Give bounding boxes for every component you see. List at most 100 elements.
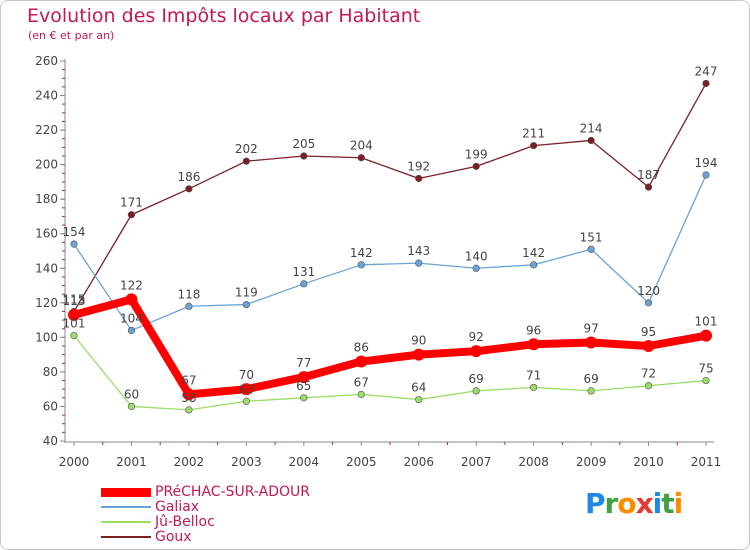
y-tick-label: 120 [35,296,58,310]
data-label-pr-chac-sur-adour: 101 [695,315,718,329]
data-label-pr-chac-sur-adour: 70 [239,368,254,382]
data-point-pr-chac-sur-adour [700,329,712,342]
axes: 40 60 80 100 120 140 160 180 200 220 240 260 2000 200… [35,54,721,469]
data-point-galiax [587,245,595,253]
data-point-pr-chac-sur-adour [68,308,80,321]
data-point-goux [472,162,480,170]
data-point-galiax [415,259,423,267]
logo-letter: i [673,487,684,520]
y-tick-label: 60 [43,399,58,413]
data-label-pr-chac-sur-adour: 67 [181,373,196,387]
legend-swatch [101,487,151,497]
data-label-goux: 202 [235,142,258,156]
series-line-goux [73,82,707,313]
data-point-galiax [472,264,480,272]
data-point-goux [185,185,193,193]
data-point-pr-chac-sur-adour [642,340,655,352]
data-label-pr-chac-sur-adour: 113 [63,294,86,308]
data-point-galiax [644,299,653,307]
data-point-goux [415,174,423,183]
chart-title: Evolution des Impôts locaux par Habitant [27,5,421,27]
data-label-j-belloc: 69 [469,372,484,386]
data-point-pr-chac-sur-adour [470,345,483,358]
data-label-pr-chac-sur-adour: 86 [354,341,369,355]
logo-letter: r [604,487,619,520]
x-tick-label: 2007 [461,455,492,469]
data-point-j-belloc [185,406,193,414]
data-label-pr-chac-sur-adour: 97 [583,322,598,336]
x-tick-label: 2008 [518,455,549,469]
y-tick-label: 100 [35,330,58,344]
y-tick-label: 220 [35,123,58,137]
data-point-goux [242,157,250,165]
logo-letter: P [585,487,606,520]
data-point-pr-chac-sur-adour [182,388,195,401]
data-label-goux: 186 [177,170,200,184]
data-point-galiax [300,280,308,288]
data-label-goux: 187 [637,168,660,182]
data-labels-layer: 115 171 186 202 205 204 192 199 211 214 187 247 154 1… [63,64,718,404]
series-line-j-belloc [73,334,707,411]
data-point-j-belloc [530,383,538,392]
series-line-pr-chac-sur-adour [70,295,710,399]
data-label-galiax: 143 [407,244,430,258]
proxiti-logo: Proxiti [585,487,684,520]
x-tick-label: 2006 [403,455,434,469]
x-tick-label: 2011 [691,455,722,469]
data-point-goux [702,79,710,88]
data-label-j-belloc: 63 [239,382,254,396]
data-point-galiax [70,240,78,248]
data-label-galiax: 118 [177,287,200,301]
logo-letter: i [652,487,663,520]
data-label-galiax: 120 [637,284,660,298]
data-point-j-belloc [644,382,653,390]
data-point-galiax [242,300,250,309]
data-label-j-belloc: 67 [354,375,369,389]
data-label-j-belloc: 64 [411,381,426,395]
data-point-goux [300,152,308,160]
data-label-j-belloc: 58 [181,391,196,405]
chart-subtitle: (en € et par an) [28,29,115,42]
y-tick-label: 240 [35,89,58,103]
data-point-pr-chac-sur-adour [125,293,138,306]
data-label-galiax: 194 [695,156,718,170]
logo-letter: x [635,487,654,520]
data-point-j-belloc [70,332,78,340]
data-point-pr-chac-sur-adour [412,348,425,361]
data-point-pr-chac-sur-adour [355,355,368,368]
x-tick-label: 2002 [174,455,205,469]
data-point-goux [127,211,136,219]
legend-label: Goux [155,529,192,545]
data-point-pr-chac-sur-adour [297,371,310,384]
data-point-j-belloc [472,387,480,395]
data-label-goux: 199 [465,147,488,161]
data-label-pr-chac-sur-adour: 95 [641,325,656,339]
logo-letter: o [617,487,636,520]
data-point-goux [644,183,653,191]
data-point-goux [357,154,365,162]
data-label-pr-chac-sur-adour: 92 [469,330,484,344]
x-tick-label: 2001 [116,455,147,469]
x-tick-label: 2005 [346,455,377,469]
y-tick-label: 80 [43,365,58,379]
y-tick-label: 40 [43,434,58,448]
data-label-goux: 171 [120,196,143,210]
data-label-goux: 247 [695,64,718,78]
data-point-galiax [357,261,365,269]
data-label-galiax: 142 [350,246,373,260]
data-label-goux: 115 [63,292,86,306]
data-point-goux [587,136,595,145]
x-tick-label: 2004 [289,455,320,469]
data-point-j-belloc [702,376,710,385]
y-tick-label: 200 [35,158,58,172]
x-tick-label: 2009 [576,455,607,469]
data-label-galiax: 142 [522,246,545,260]
data-label-j-belloc: 60 [124,387,139,401]
data-label-galiax: 151 [580,230,603,244]
data-point-j-belloc [300,394,308,402]
data-label-pr-chac-sur-adour: 96 [526,323,541,337]
data-label-j-belloc: 69 [583,372,598,386]
series-layer [68,79,712,414]
